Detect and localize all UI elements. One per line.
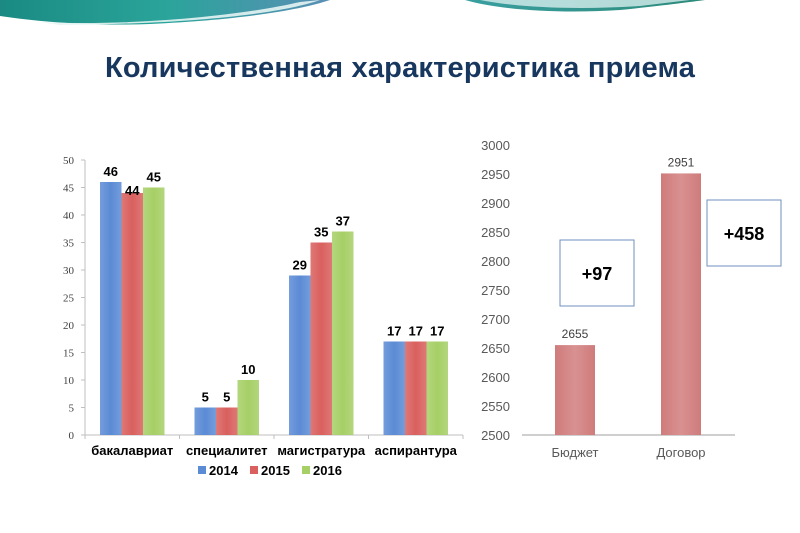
data-label: 46: [104, 164, 118, 179]
y-tick-label: 0: [69, 430, 75, 442]
y-tick-label: 15: [63, 348, 75, 360]
data-label: 2951: [668, 155, 695, 169]
admission-by-program-chart: 0 5 10 15 20 25 30 35 40 45 50 бакалавриат 46 44 45 спе…: [63, 155, 464, 478]
y-tick-label: 2900: [481, 196, 510, 211]
legend-label: 2016: [313, 463, 342, 478]
bar-2014: [100, 182, 122, 435]
y-tick-label: 25: [63, 293, 75, 305]
page-title: Количественная характеристика приема: [104, 52, 696, 84]
y-tick-label: 2800: [481, 254, 510, 269]
category-label: аспирантура: [375, 443, 458, 458]
y-tick-label: 35: [63, 238, 75, 250]
data-label: 17: [387, 324, 401, 339]
bar-budget: [555, 345, 595, 435]
data-label: 45: [147, 170, 161, 185]
data-label: 17: [409, 324, 423, 339]
data-label: 5: [223, 390, 230, 405]
data-label: 5: [202, 390, 209, 405]
data-label: 35: [314, 225, 328, 240]
bar-2016: [332, 231, 354, 435]
y-tick-label: 2500: [481, 428, 510, 443]
bar-2016: [426, 341, 448, 435]
legend-label: 2015: [261, 463, 290, 478]
bar-2014: [289, 275, 311, 435]
bar-2015: [216, 407, 238, 435]
bar-2015: [121, 193, 143, 435]
bar-contract: [661, 173, 701, 436]
bar-2014: [194, 407, 216, 435]
bar-2016: [143, 187, 165, 435]
y-tick-label: 2850: [481, 225, 510, 240]
data-label: 37: [336, 214, 350, 229]
category-label: магистратура: [277, 443, 366, 458]
y-tick-label: 30: [63, 265, 75, 277]
data-label: 44: [125, 183, 140, 198]
data-label: 10: [241, 362, 255, 377]
bar-2015: [405, 341, 427, 435]
legend-swatch-2016: [302, 466, 310, 474]
legend-swatch-2015: [250, 466, 258, 474]
delta-annotation-box: [559, 239, 635, 307]
category-label: Договор: [656, 445, 705, 460]
y-tick-label: 50: [63, 155, 75, 167]
y-tick-label: 2750: [481, 283, 510, 298]
budget-contract-chart: 2500 2550 2600 2650 2700 2750 2800 2850 2900 2950…: [481, 138, 782, 460]
header-banner-decoration: [0, 0, 705, 25]
y-tick-label: 2700: [481, 312, 510, 327]
bar-2015: [310, 242, 332, 435]
delta-annotation-label: +97: [582, 264, 613, 284]
bar-2014: [383, 341, 405, 435]
data-label: 29: [293, 258, 307, 273]
y-tick-label: 2950: [481, 167, 510, 182]
y-tick-label: 2600: [481, 370, 510, 385]
legend-label: 2014: [209, 463, 239, 478]
category-label: бакалавриат: [91, 443, 173, 458]
y-tick-label: 3000: [481, 138, 510, 153]
bar-2016: [237, 380, 259, 435]
y-tick-label: 40: [63, 210, 75, 222]
data-label: 2655: [562, 327, 589, 341]
y-tick-label: 2550: [481, 399, 510, 414]
data-label: 17: [430, 324, 444, 339]
y-tick-label: 2650: [481, 341, 510, 356]
legend-swatch-2014: [198, 466, 206, 474]
y-tick-label: 45: [63, 183, 75, 195]
y-tick-label: 20: [63, 320, 75, 332]
category-label: Бюджет: [551, 445, 598, 460]
delta-annotation-box: [706, 199, 782, 267]
y-tick-label: 5: [69, 403, 75, 415]
category-label: специалитет: [186, 443, 268, 458]
delta-annotation-label: +458: [724, 224, 765, 244]
y-tick-label: 10: [63, 375, 75, 387]
